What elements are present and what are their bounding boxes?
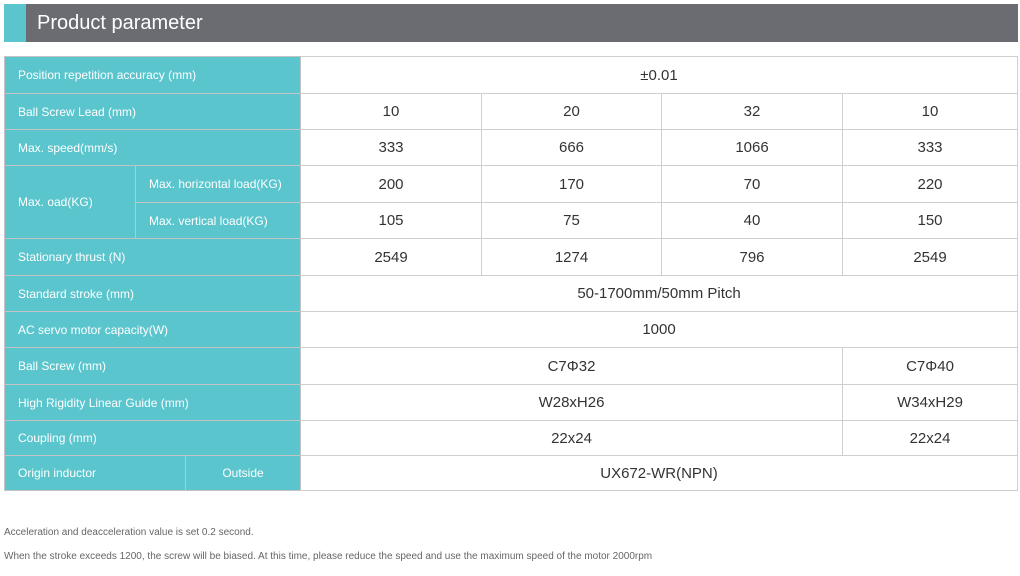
cell-value: 75 [481,202,663,239]
cell-value: 200 [300,165,483,203]
cell-value: 1000 [300,311,1019,348]
cell-value: 70 [661,165,844,203]
cell-value: W34xH29 [842,384,1019,421]
row-label: Ball Screw (mm) [3,347,302,385]
cell-value: 150 [842,202,1019,239]
row-position-accuracy: Position repetition accuracy (mm) ±0.01 [3,56,1019,94]
cell-value: UX672-WR(NPN) [300,455,1019,491]
row-sublabel: Outside [184,455,302,491]
row-sublabel: Max. vertical load(KG) [134,202,302,239]
cell-value: 333 [842,129,1019,166]
row-label: Coupling (mm) [3,420,302,456]
cell-value: 666 [481,129,663,166]
cell-value: C7Φ40 [842,347,1019,385]
cell-value: C7Φ32 [300,347,844,385]
cell-value: 40 [661,202,844,239]
cell-value: 22x24 [842,420,1019,456]
cell-value: W28xH26 [300,384,844,421]
cell-value: 170 [481,165,663,203]
cell-value: ±0.01 [300,56,1019,94]
row-speed: Max. speed(mm/s) 333 666 1066 333 [3,129,1019,166]
row-origin: Origin inductor Outside UX672-WR(NPN) [4,455,1019,491]
row-vertical-load: Max. vertical load(KG) 105 75 40 150 [5,202,1019,239]
cell-value: 50-1700mm/50mm Pitch [300,275,1019,312]
cell-value: 32 [661,93,844,130]
section-title: Product parameter [37,12,203,34]
cell-value: 333 [300,129,483,166]
row-thrust: Stationary thrust (N) 2549 1274 796 2549 [3,238,1019,276]
cell-value: 105 [300,202,483,239]
row-label: Standard stroke (mm) [3,275,302,312]
parameter-table: Position repetition accuracy (mm) ±0.01 … [3,56,1019,491]
row-label: Stationary thrust (N) [3,238,302,276]
row-motor: AC servo motor capacity(W) 1000 [3,311,1019,348]
cell-value: 796 [661,238,844,276]
footnote: Acceleration and deacceleration value is… [4,527,254,538]
row-sublabel: Max. horizontal load(KG) [134,165,302,203]
cell-value: 1066 [661,129,844,166]
row-coupling: Coupling (mm) 22x24 22x24 [3,420,1019,456]
cell-value: 22x24 [300,420,844,456]
cell-value: 20 [481,93,663,130]
cell-value: 2549 [842,238,1019,276]
section-header: Product parameter [4,4,1018,42]
row-label: AC servo motor capacity(W) [3,311,302,348]
row-guide: High Rigidity Linear Guide (mm) W28xH26 … [3,384,1019,421]
row-label: Origin inductor [4,455,186,491]
cell-value: 2549 [300,238,483,276]
row-stroke: Standard stroke (mm) 50-1700mm/50mm Pitc… [3,275,1019,312]
row-label: Ball Screw Lead (mm) [3,93,302,130]
row-horizontal-load: Max. oad(KG) Max. horizontal load(KG) 20… [4,165,1019,239]
cell-value: 10 [300,93,483,130]
row-lead: Ball Screw Lead (mm) 10 20 32 10 [3,93,1019,130]
cell-value: 10 [842,93,1019,130]
row-label: Max. speed(mm/s) [3,129,302,166]
row-ball-screw: Ball Screw (mm) C7Φ32 C7Φ40 [3,347,1019,385]
row-label: Max. oad(KG) [4,165,136,239]
header-accent [4,4,26,42]
row-label: Position repetition accuracy (mm) [3,56,302,94]
footnote: When the stroke exceeds 1200, the screw … [4,551,653,562]
cell-value: 220 [842,165,1019,203]
cell-value: 1274 [481,238,663,276]
row-label: High Rigidity Linear Guide (mm) [3,384,302,421]
